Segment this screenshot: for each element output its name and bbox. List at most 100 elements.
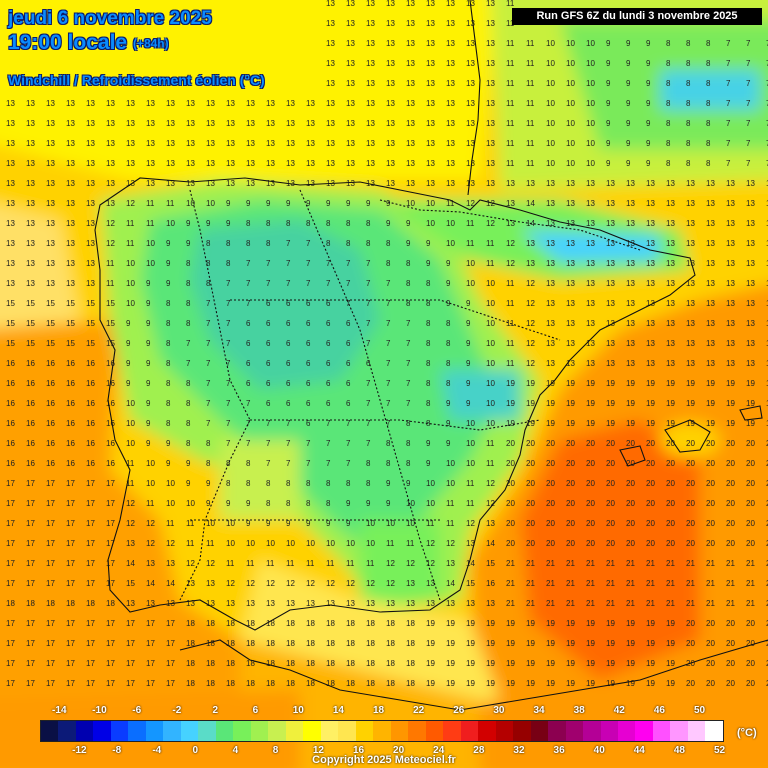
grid-value: 8 xyxy=(406,259,411,268)
grid-value: 6 xyxy=(306,319,311,328)
grid-value: 20 xyxy=(686,619,695,628)
grid-value: 17 xyxy=(86,679,95,688)
grid-value: 13 xyxy=(426,599,435,608)
grid-value: 13 xyxy=(266,179,275,188)
grid-value: 15 xyxy=(66,299,75,308)
grid-value: 21 xyxy=(626,559,635,568)
grid-value: 8 xyxy=(666,79,671,88)
grid-value: 16 xyxy=(26,459,35,468)
grid-value: 18 xyxy=(286,639,295,648)
grid-value: 19 xyxy=(446,679,455,688)
grid-value: 7 xyxy=(366,339,371,348)
grid-value: 20 xyxy=(726,659,735,668)
grid-value: 7 xyxy=(326,439,331,448)
legend-swatch xyxy=(303,721,321,741)
grid-value: 10 xyxy=(426,479,435,488)
grid-value: 11 xyxy=(306,559,315,568)
legend-top-label: 10 xyxy=(292,705,304,716)
grid-value: 13 xyxy=(46,199,55,208)
grid-value: 13 xyxy=(6,259,15,268)
grid-value: 10 xyxy=(126,399,135,408)
grid-value: 14 xyxy=(486,539,495,548)
grid-value: 6 xyxy=(326,359,331,368)
grid-value: 12 xyxy=(386,559,395,568)
grid-value: 17 xyxy=(46,619,55,628)
grid-value: 10 xyxy=(446,239,455,248)
grid-value: 13 xyxy=(306,179,315,188)
grid-value: 11 xyxy=(466,499,475,508)
grid-value: 7 xyxy=(366,439,371,448)
grid-value: 13 xyxy=(386,159,395,168)
grid-value: 7 xyxy=(386,319,391,328)
grid-value: 21 xyxy=(686,599,695,608)
grid-value: 6 xyxy=(326,299,331,308)
grid-value: 21 xyxy=(586,599,595,608)
grid-value: 7 xyxy=(406,319,411,328)
grid-value: 17 xyxy=(146,679,155,688)
grid-value: 13 xyxy=(266,599,275,608)
grid-value: 7 xyxy=(306,439,311,448)
grid-value: 16 xyxy=(86,359,95,368)
grid-value: 19 xyxy=(686,379,695,388)
grid-value: 9 xyxy=(466,379,471,388)
grid-value: 7 xyxy=(286,439,291,448)
grid-value: 13 xyxy=(626,219,635,228)
grid-value: 20 xyxy=(586,519,595,528)
grid-value: 20 xyxy=(526,479,535,488)
grid-value: 21 xyxy=(526,559,535,568)
grid-value: 19 xyxy=(686,419,695,428)
grid-value: 13 xyxy=(626,239,635,248)
grid-value: 21 xyxy=(706,579,715,588)
grid-value: 8 xyxy=(446,339,451,348)
grid-value: 6 xyxy=(286,299,291,308)
grid-value: 19 xyxy=(606,639,615,648)
grid-value: 13 xyxy=(606,199,615,208)
grid-value: 13 xyxy=(426,0,435,8)
grid-value: 13 xyxy=(486,19,495,28)
grid-value: 9 xyxy=(646,39,651,48)
grid-value: 9 xyxy=(186,239,191,248)
grid-value: 13 xyxy=(66,99,75,108)
grid-value: 18 xyxy=(206,679,215,688)
grid-value: 13 xyxy=(446,79,455,88)
grid-value: 20 xyxy=(646,459,655,468)
grid-value: 9 xyxy=(446,299,451,308)
grid-value: 12 xyxy=(146,519,155,528)
grid-value: 20 xyxy=(746,619,755,628)
grid-value: 9 xyxy=(126,359,131,368)
grid-value: 13 xyxy=(546,359,555,368)
grid-value: 7 xyxy=(266,279,271,288)
grid-value: 17 xyxy=(6,479,15,488)
grid-value: 7 xyxy=(226,319,231,328)
grid-value: 13 xyxy=(366,19,375,28)
grid-value: 13 xyxy=(666,199,675,208)
grid-value: 13 xyxy=(726,179,735,188)
grid-value: 13 xyxy=(126,119,135,128)
grid-value: 8 xyxy=(666,139,671,148)
grid-value: 8 xyxy=(166,379,171,388)
grid-value: 20 xyxy=(666,499,675,508)
grid-value: 13 xyxy=(326,119,335,128)
grid-value: 20 xyxy=(626,459,635,468)
grid-value: 13 xyxy=(626,359,635,368)
grid-value: 11 xyxy=(146,219,155,228)
grid-value: 15 xyxy=(46,319,55,328)
grid-value: 13 xyxy=(6,99,15,108)
grid-value: 17 xyxy=(86,619,95,628)
grid-value: 13 xyxy=(366,119,375,128)
grid-value: 19 xyxy=(746,379,755,388)
grid-value: 20 xyxy=(606,439,615,448)
grid-value: 10 xyxy=(226,539,235,548)
grid-value: 7 xyxy=(206,339,211,348)
grid-value: 11 xyxy=(446,499,455,508)
grid-value: 13 xyxy=(46,119,55,128)
grid-value: 10 xyxy=(466,259,475,268)
grid-value: 9 xyxy=(466,339,471,348)
legend-swatch xyxy=(250,721,269,741)
grid-value: 17 xyxy=(26,539,35,548)
grid-value: 19 xyxy=(566,639,575,648)
grid-value: 14 xyxy=(146,579,155,588)
grid-value: 7 xyxy=(406,399,411,408)
grid-value: 10 xyxy=(446,479,455,488)
